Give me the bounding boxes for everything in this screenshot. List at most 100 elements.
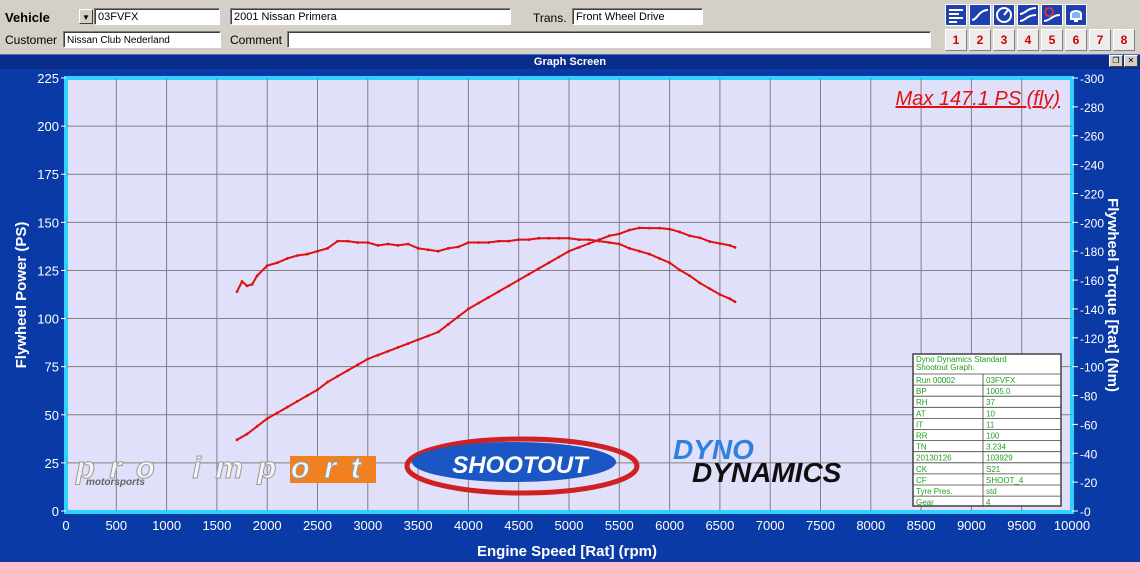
y2-tick-label: -0 [1080,505,1091,519]
run-button-8[interactable]: 8 [1113,29,1135,51]
y2-tick-label: -100 [1080,361,1104,375]
y-axis-ticks: 0 25 50 75 100 125 150 175 200 225 [37,71,66,519]
power-point [265,417,269,421]
y-tick-label: 175 [37,167,59,182]
power-point [638,226,641,230]
info-row-key: CK [916,465,928,474]
power-point [406,342,410,345]
run-button-6[interactable]: 6 [1065,29,1087,51]
torque-point [577,238,581,242]
dyno-logo-text: DYNO [673,434,754,465]
torque-point [597,239,601,243]
torque-point [426,248,430,252]
vehicle-description-field[interactable]: 2001 Nissan Primera [230,8,511,25]
torque-point [436,249,440,253]
torque-point [456,245,460,249]
x-tick-label: 8000 [856,518,885,533]
power-point [678,230,682,234]
y-tick-label: 100 [37,312,59,327]
power-point [507,284,511,288]
x-tick-label: 2000 [253,518,282,533]
run-button-5[interactable]: 5 [1041,29,1063,51]
torque-point [416,246,420,250]
power-point [648,226,651,230]
run-button-1[interactable]: 1 [945,29,967,51]
run-button-3[interactable]: 3 [993,29,1015,51]
vehicle-dropdown-button[interactable]: ▼ [79,9,93,24]
power-point [477,301,480,305]
torque-point [336,239,340,243]
gauge-icon[interactable] [993,4,1015,26]
y-tick-label: 75 [45,360,59,375]
torque-point [245,284,249,288]
y2-tick-label: -160 [1080,274,1104,288]
info-row-key: RH [916,398,928,407]
power-point [668,227,671,231]
x-tick-label: 4500 [504,518,533,533]
x-tick-label: 4000 [454,518,483,533]
customer-label: Customer [5,33,58,47]
y2-tick-label: -40 [1080,447,1098,461]
torque-point [607,241,611,244]
torque-point [265,264,269,268]
info-row-key: TN [916,443,927,452]
power-point [527,272,531,276]
customer-field[interactable]: Nissan Club Nederland [63,31,221,48]
clock-curve-icon[interactable] [1041,4,1063,26]
info-row-key: Run 00002 [916,376,956,385]
info-row-value: 3.234 [986,443,1007,452]
power-point [733,245,737,249]
vehicle-id-field[interactable]: 03FVFX [94,8,220,25]
info-row-value: 10 [986,409,995,418]
power-point [607,234,611,238]
y2-tick-label: -60 [1080,418,1098,432]
restore-window-button[interactable]: ❐ [1109,55,1123,67]
y-tick-label: 0 [52,504,59,519]
run-button-7[interactable]: 7 [1089,29,1111,51]
power-point [316,388,319,392]
info-row-key: CF [916,476,927,485]
proimport-logo-subtext: motorsports [86,477,145,488]
run-button-4[interactable]: 4 [1017,29,1039,51]
dynamics-logo-text: DYNAMICS [692,457,842,488]
power-point [426,334,430,338]
comment-field[interactable] [287,31,931,48]
menu-lines-icon[interactable] [945,4,967,26]
info-row-value: S21 [986,465,1001,474]
y2-tick-label: -140 [1080,303,1104,317]
x-tick-label: 9000 [957,518,986,533]
info-row-value: 1005.0 [986,387,1011,396]
torque-point [688,274,692,278]
shootout-logo: SHOOTOUT [404,436,640,496]
torque-point [638,249,641,253]
x-tick-label: 0 [62,518,69,533]
info-row-value: 11 [986,420,995,429]
y2-axis-ticks: -0 -20 -40 -60 -80 -100 -120 -140 -160 -180 -200 -2… [1072,72,1104,519]
y2-tick-label: -220 [1080,187,1104,201]
transmission-field[interactable]: Front Wheel Drive [572,8,703,25]
info-row-key: IT [916,420,923,429]
x-tick-label: 5000 [555,518,584,533]
grid-lines [66,78,1072,511]
torque-point [733,300,737,304]
run-button-2[interactable]: 2 [969,29,991,51]
wave-curves-icon[interactable] [1017,4,1039,26]
info-row-value: 37 [986,398,995,407]
torque-point [648,252,651,256]
bell-icon[interactable] [1065,4,1087,26]
x-tick-label: 500 [105,518,127,533]
y-tick-label: 50 [45,408,59,423]
power-point [698,236,702,240]
close-window-button[interactable]: ✕ [1124,55,1138,67]
y-tick-label: 125 [37,263,59,278]
torque-point [366,241,370,244]
power-point [567,249,571,253]
restore-icon: ❐ [1112,56,1120,65]
info-row-value: 4 [986,498,991,507]
curve-icon[interactable] [969,4,991,26]
x-tick-label: 1000 [152,518,181,533]
torque-point [497,239,500,243]
power-point [718,242,722,245]
info-row-value: 103929 [986,454,1013,463]
power-point [617,232,621,236]
